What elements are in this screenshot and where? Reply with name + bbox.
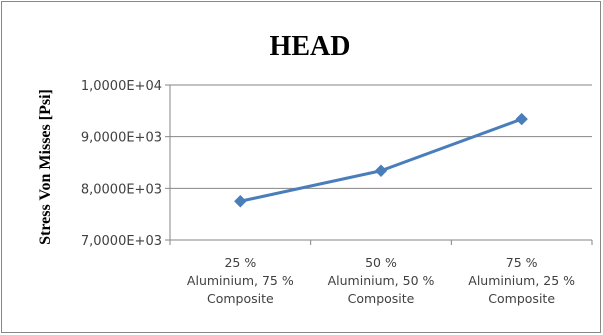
x-tick-label: 50 % Aluminium, 50 % Composite	[328, 255, 435, 306]
x-tick-label: 25 % Aluminium, 75 % Composite	[187, 255, 294, 306]
data-point	[234, 195, 247, 208]
x-tick-label: 75 % Aluminium, 25 % Composite	[468, 255, 575, 306]
x-axis-ticks: 25 % Aluminium, 75 % Composite 50 % Aluminiu…	[169, 239, 593, 306]
gridlines	[170, 84, 592, 189]
y-axis-label: Stress Von Misses [Psi]	[37, 89, 54, 245]
y-tick-label: 8,0000E+03	[81, 182, 162, 197]
y-axis-ticks: 7,0000E+03 8,0000E+03 9,0000E+03 1,0000E+04	[81, 79, 171, 249]
series-line	[240, 117, 523, 203]
y-tick-label: 7,0000E+03	[81, 234, 162, 249]
y-tick-label: 9,0000E+03	[81, 131, 162, 146]
chart-title: HEAD	[270, 31, 351, 62]
data-series	[234, 112, 528, 208]
data-point	[374, 164, 388, 177]
y-tick-label: 1,0000E+04	[81, 79, 162, 94]
data-point	[515, 112, 528, 126]
